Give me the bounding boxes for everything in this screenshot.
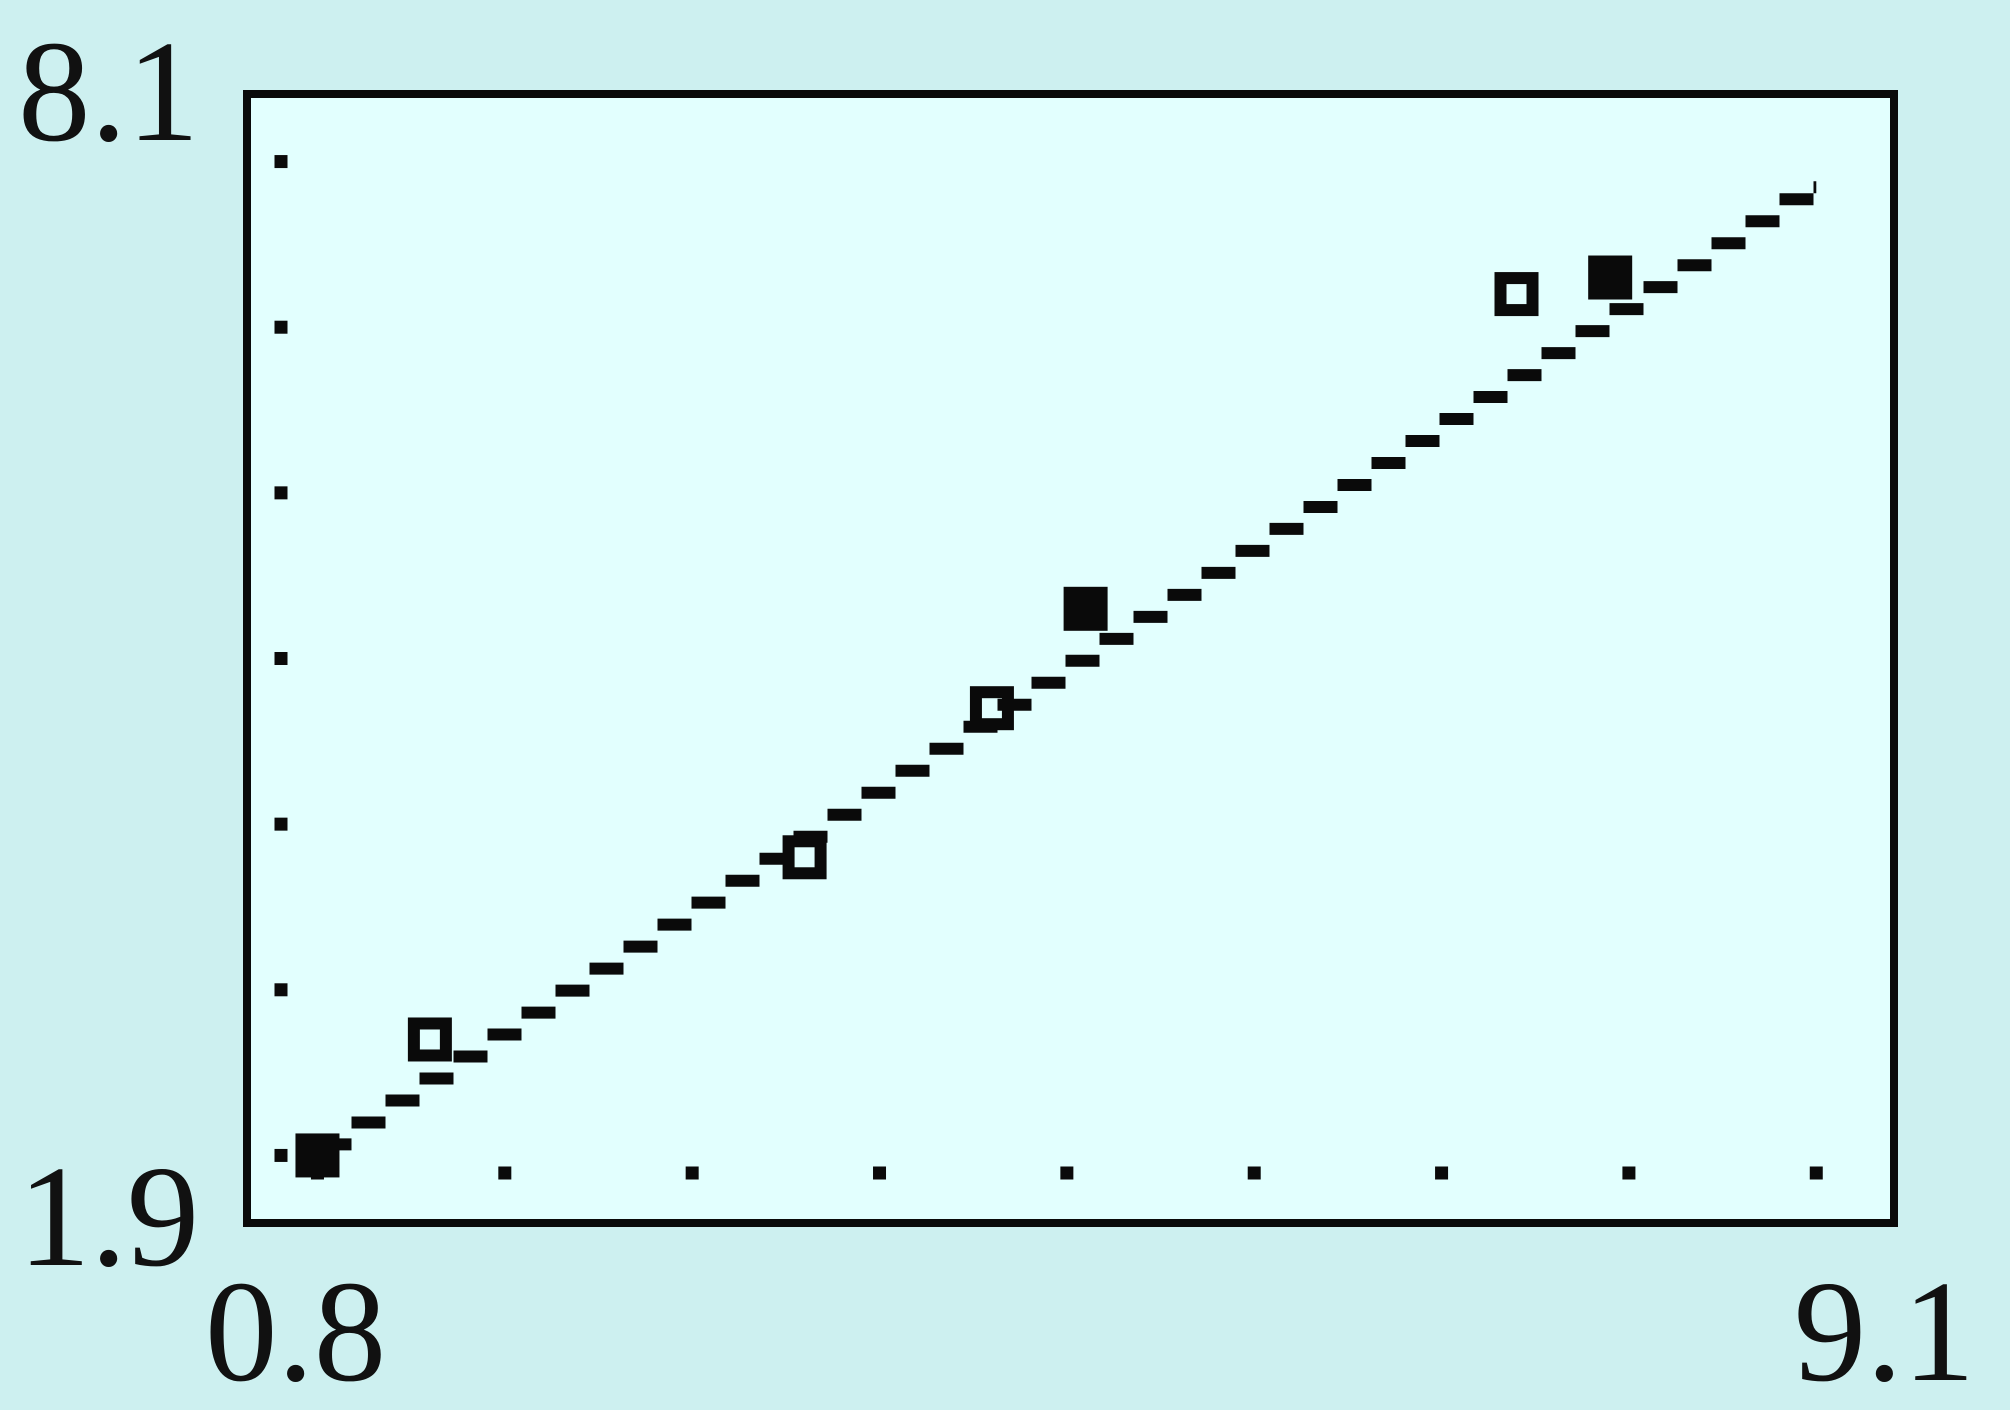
y-tick-mark: [274, 652, 288, 665]
data-point: [407, 1017, 452, 1062]
x-tick-mark: [1060, 1166, 1074, 1180]
x-axis-min-label: 0.8: [205, 1252, 386, 1410]
y-tick-mark: [274, 1148, 288, 1162]
data-point: [1588, 255, 1633, 300]
x-tick-mark: [685, 1166, 699, 1180]
y-tick-mark: [274, 983, 288, 997]
regression-line: [317, 181, 1817, 1151]
y-axis-min-label: 1.9: [18, 1137, 199, 1297]
y-tick-mark: [274, 320, 288, 334]
y-tick-mark: [274, 817, 288, 831]
y-tick-mark: [274, 155, 288, 169]
data-points: [295, 255, 1633, 1178]
x-tick-mark: [1247, 1166, 1261, 1180]
y-tick-marks: [274, 155, 288, 1162]
x-tick-mark: [498, 1166, 512, 1180]
x-tick-mark: [1809, 1166, 1823, 1180]
y-axis-max-label: 8.1: [18, 12, 199, 172]
x-tick-mark: [1622, 1166, 1636, 1180]
data-point: [969, 686, 1014, 731]
data-point: [295, 1133, 340, 1178]
data-point: [782, 835, 827, 880]
x-tick-mark: [1435, 1166, 1449, 1180]
x-axis-max-label: 9.1: [1794, 1252, 1975, 1410]
x-tick-mark: [873, 1166, 887, 1180]
y-tick-mark: [274, 486, 288, 500]
data-point: [1494, 272, 1539, 317]
data-point: [1063, 586, 1108, 631]
